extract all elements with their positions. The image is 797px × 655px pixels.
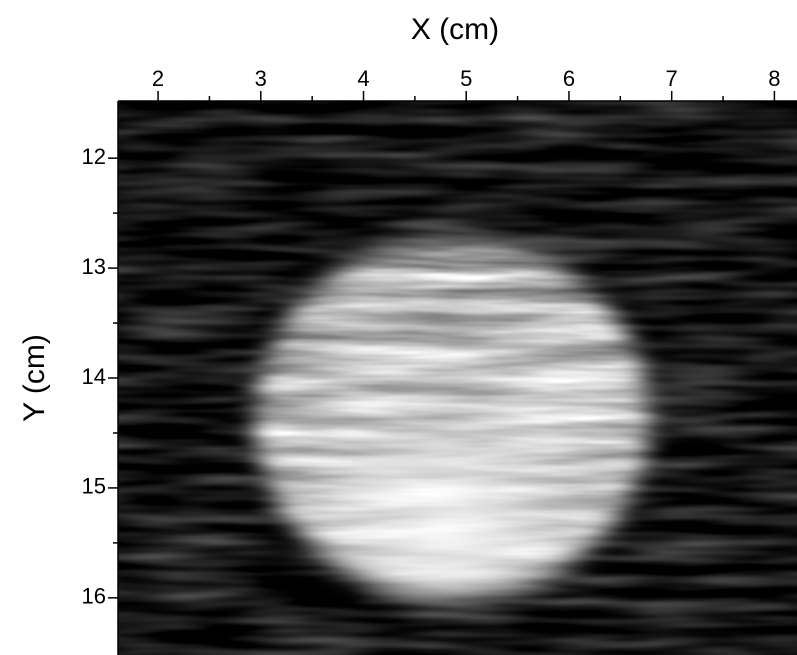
x-tick-label: 7	[666, 66, 678, 91]
axes: 2 3 4 5 6 7 8 12 13 14 15 16	[82, 66, 797, 655]
x-tick-label: 3	[255, 66, 267, 91]
x-tick-label: 5	[460, 66, 472, 91]
x-tick-label: 8	[768, 66, 780, 91]
x-tick-label: 4	[357, 66, 369, 91]
image	[118, 101, 797, 655]
y-axis-label: Y (cm)	[18, 334, 51, 422]
y-tick-label: 14	[82, 364, 106, 389]
x-tick-label: 6	[563, 66, 575, 91]
y-tick-label: 12	[82, 144, 106, 169]
blob	[230, 220, 680, 620]
y-tick-label: 16	[82, 584, 106, 609]
y-tick-label: 13	[82, 254, 106, 279]
x-tick-label: 2	[152, 66, 164, 91]
y-tick-label: 15	[82, 474, 106, 499]
x-axis-label: X (cm)	[411, 13, 499, 46]
